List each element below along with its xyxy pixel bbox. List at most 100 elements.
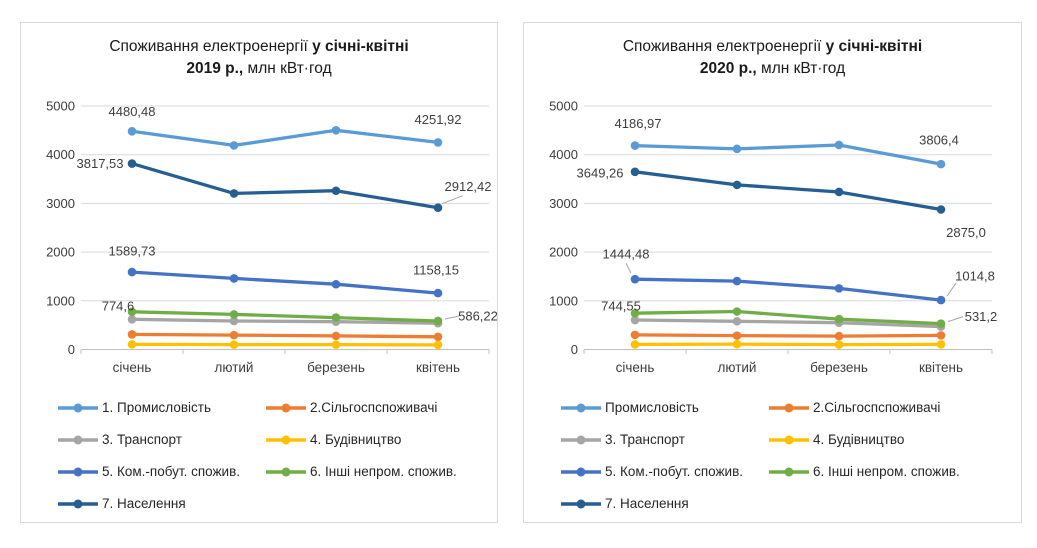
- series-point: [630, 141, 640, 150]
- chart-title: Споживання електроенергії у січні-квітні…: [59, 36, 459, 80]
- data-labels: 4480,48 4251,92 1589,73 1158,15 774,6 586,22 3…: [77, 104, 498, 324]
- series-point: [127, 267, 137, 277]
- legend-item: Промисловість: [560, 400, 766, 415]
- series-point: [433, 340, 443, 350]
- legend-item: 4. Будівництво: [768, 432, 960, 447]
- legend-line-marker-icon: [769, 467, 809, 476]
- series-7: [127, 159, 443, 212]
- data-label: 4480,48: [109, 104, 156, 119]
- x-tick-label: січень: [113, 360, 152, 375]
- series-point: [936, 319, 946, 328]
- series-line: [633, 277, 943, 302]
- legend-item: 2.Сільгоспспоживачі: [768, 400, 960, 415]
- series-point: [732, 144, 742, 154]
- series-5: [127, 267, 443, 298]
- legend-label: 1. Промисловість: [102, 400, 211, 415]
- legend-label: 4. Будівництво: [813, 432, 905, 447]
- x-tick-label: березень: [307, 360, 365, 375]
- leader-line: [441, 195, 464, 205]
- series-line: [130, 270, 440, 295]
- data-label: 744,55: [601, 299, 641, 314]
- legend-label: 6. Інші непром. спожив.: [310, 464, 457, 479]
- legend-item: 5. Ком.-побут. спожив.: [57, 464, 263, 479]
- data-label: 3649,26: [577, 165, 624, 180]
- legend-item: 4. Будівництво: [265, 432, 457, 447]
- y-axis: 0 1000 2000 3000 4000 5000: [46, 99, 489, 357]
- series-point: [127, 159, 137, 168]
- series-point: [936, 340, 946, 349]
- data-label: 2912,42: [445, 179, 492, 194]
- title-segment-bold: 2019 р.,: [186, 60, 244, 77]
- y-tick-label: 1000: [46, 293, 75, 308]
- series-point: [229, 316, 239, 326]
- x-axis: січень лютий березень квітень: [583, 349, 993, 375]
- series-line: [130, 342, 440, 347]
- series-point: [630, 274, 640, 284]
- series-line: [633, 309, 943, 326]
- series-point: [433, 138, 443, 147]
- y-tick-label: 5000: [46, 99, 75, 114]
- legend-line-marker-icon: [561, 403, 601, 412]
- series-line: [633, 170, 943, 212]
- x-tick-label: квітень: [416, 360, 460, 375]
- line-chart-2019: 0 1000 2000 3000 4000 5000 січень лютий березень…: [46, 99, 498, 376]
- data-label: 3817,53: [77, 156, 124, 171]
- series-6: [127, 307, 443, 326]
- series-point: [630, 315, 640, 325]
- legend-label: 7. Населення: [605, 496, 689, 511]
- series-point: [834, 340, 844, 349]
- legend-label: 4. Будівництво: [310, 432, 402, 447]
- y-tick-label: 4000: [549, 147, 578, 162]
- series-point: [630, 167, 640, 177]
- y-tick-label: 5000: [549, 99, 578, 114]
- chart-legend: Промисловість 2.Сільгоспспоживачі 3. Транс…: [560, 400, 960, 511]
- series-point: [936, 295, 946, 305]
- leader-line: [625, 262, 632, 274]
- data-label: 1589,73: [109, 244, 156, 259]
- legend-item: 5. Ком.-побут. спожив.: [560, 464, 766, 479]
- x-tick-label: лютий: [215, 360, 254, 375]
- y-tick-label: 1000: [549, 293, 578, 308]
- series-2: [127, 330, 443, 342]
- series-point: [127, 127, 137, 136]
- legend-label: 6. Інші непром. спожив.: [813, 464, 960, 479]
- series-point: [229, 340, 239, 349]
- series-point: [127, 330, 137, 339]
- series-line: [130, 317, 440, 325]
- series-point: [433, 332, 443, 342]
- series-point: [433, 316, 443, 326]
- series-point: [936, 205, 946, 214]
- legend-line-marker-icon: [58, 499, 98, 508]
- legend-item: 3. Транспорт: [57, 432, 263, 447]
- series-point: [331, 126, 341, 135]
- legend-item: 2.Сільгоспспоживачі: [265, 400, 457, 415]
- data-label: 4251,92: [415, 112, 462, 127]
- series-point: [433, 203, 443, 212]
- legend-label: 7. Населення: [102, 496, 186, 511]
- series-point: [732, 316, 742, 326]
- series-line: [130, 332, 440, 339]
- title-segment: млн кВт·год: [243, 60, 332, 77]
- legend-label: 3. Транспорт: [605, 432, 685, 447]
- legend-item: 6. Інші непром. спожив.: [768, 464, 960, 479]
- title-segment-bold: у січні-квітні: [312, 38, 409, 55]
- x-tick-label: січень: [616, 360, 655, 375]
- series-line: [633, 342, 943, 347]
- series-point: [127, 340, 137, 349]
- series-point: [229, 310, 239, 319]
- series-point: [732, 331, 742, 340]
- series-point: [630, 330, 640, 340]
- series-point: [936, 331, 946, 340]
- data-label: 1158,15: [413, 263, 459, 278]
- chart-panel-2019: Споживання електроенергії у січні-квітні…: [20, 22, 498, 523]
- series-4: [127, 340, 443, 350]
- y-tick-label: 3000: [46, 196, 75, 211]
- series-4: [630, 339, 946, 349]
- title-segment: млн кВт·год: [756, 60, 846, 77]
- y-tick-label: 0: [68, 342, 75, 357]
- y-tick-label: 2000: [46, 245, 75, 260]
- x-tick-label: лютий: [718, 360, 757, 375]
- series-1: [127, 126, 443, 150]
- series-point: [834, 284, 844, 293]
